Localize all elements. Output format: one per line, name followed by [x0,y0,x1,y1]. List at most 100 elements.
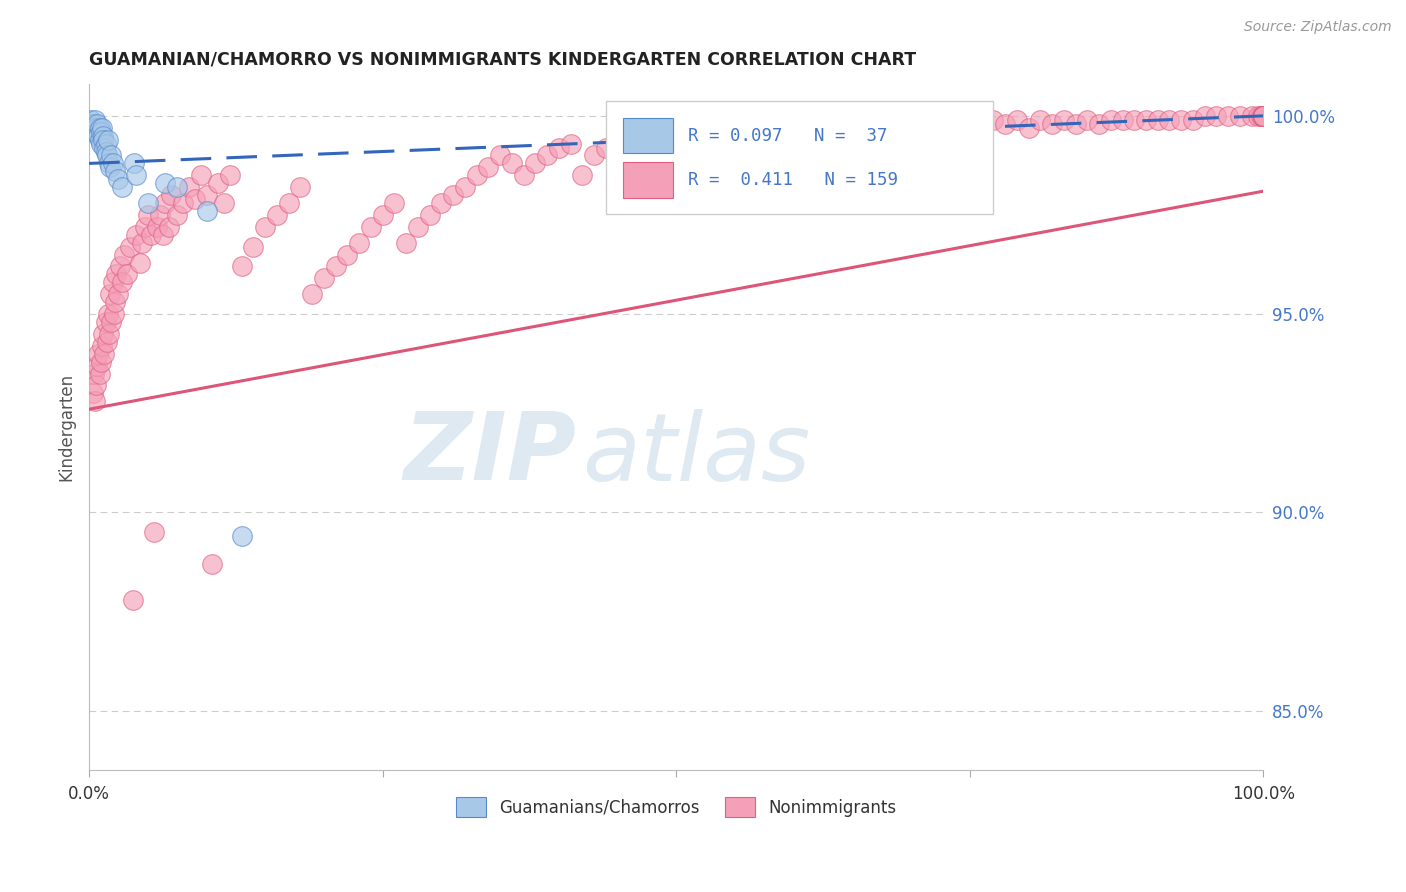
Point [93,140,115,154]
Point [125,169,148,183]
Point [1218,109,1240,123]
Point [160,188,183,202]
Text: GUAMANIAN/CHAMORRO VS NONIMMIGRANTS KINDERGARTEN CORRELATION CHART: GUAMANIAN/CHAMORRO VS NONIMMIGRANTS KIND… [89,51,917,69]
Point [301,287,323,301]
Point [1018,120,1040,135]
Point [1064,117,1087,131]
Point [1253,109,1275,123]
Point [1253,109,1275,123]
Point [441,188,464,202]
Text: R = 0.097   N =  37: R = 0.097 N = 37 [688,127,887,145]
Point [94,145,117,159]
Point [606,136,628,151]
Point [900,133,922,147]
Point [1111,112,1133,127]
Point [595,140,617,154]
Point [347,235,370,250]
Point [121,592,143,607]
Text: Source: ZipAtlas.com: Source: ZipAtlas.com [1244,20,1392,34]
Point [1088,117,1111,131]
Point [136,208,159,222]
Point [98,161,121,175]
Point [82,117,104,131]
Text: ZIP: ZIP [404,409,576,500]
Point [1194,109,1216,123]
Point [865,117,887,131]
Point [371,208,394,222]
Point [103,307,125,321]
Text: R =  0.411   N = 159: R = 0.411 N = 159 [688,171,898,189]
Point [290,180,312,194]
Point [90,136,112,151]
Point [454,180,477,194]
Point [184,192,207,206]
Point [853,128,876,143]
Point [86,117,108,131]
Point [489,148,512,162]
Legend: Guamanians/Chamorros, Nonimmigrants: Guamanians/Chamorros, Nonimmigrants [450,791,903,823]
Point [219,169,242,183]
Point [1040,117,1063,131]
Point [112,247,135,261]
Point [98,287,121,301]
Point [86,359,108,373]
Point [336,247,359,261]
Point [360,219,382,234]
Point [711,136,734,151]
Point [201,557,224,571]
Point [87,128,110,143]
Point [242,240,264,254]
Point [91,128,114,143]
Point [384,196,406,211]
Point [700,148,723,162]
Point [1253,109,1275,123]
Point [111,276,134,290]
Point [1240,109,1263,123]
Point [141,227,163,242]
Point [1253,109,1275,123]
Point [747,148,769,162]
Y-axis label: Kindergarten: Kindergarten [58,373,75,481]
Point [131,235,153,250]
Point [1170,112,1192,127]
Point [782,136,804,151]
Point [231,529,253,543]
Point [207,176,229,190]
Point [96,148,118,162]
Point [981,112,1004,127]
Point [911,120,934,135]
Point [465,169,488,183]
Point [1205,109,1227,123]
Point [155,196,177,211]
Point [560,136,582,151]
Point [91,120,114,135]
Point [128,255,150,269]
Point [172,196,194,211]
Point [91,339,114,353]
Point [91,326,114,341]
Point [1253,109,1275,123]
Point [676,133,699,147]
Point [501,156,523,170]
Point [231,260,253,274]
Point [1099,112,1122,127]
Point [1253,109,1275,123]
Point [79,117,101,131]
Point [195,204,218,219]
Point [395,235,418,250]
Point [818,125,841,139]
Point [115,268,138,282]
Point [1253,109,1275,123]
Point [1253,109,1275,123]
Point [1146,112,1168,127]
Point [105,268,128,282]
Point [89,367,111,381]
Point [630,140,652,154]
Point [889,117,911,131]
Point [735,136,758,151]
Point [641,133,664,147]
Point [1253,109,1275,123]
Point [689,125,711,139]
Point [325,260,347,274]
Point [134,219,156,234]
